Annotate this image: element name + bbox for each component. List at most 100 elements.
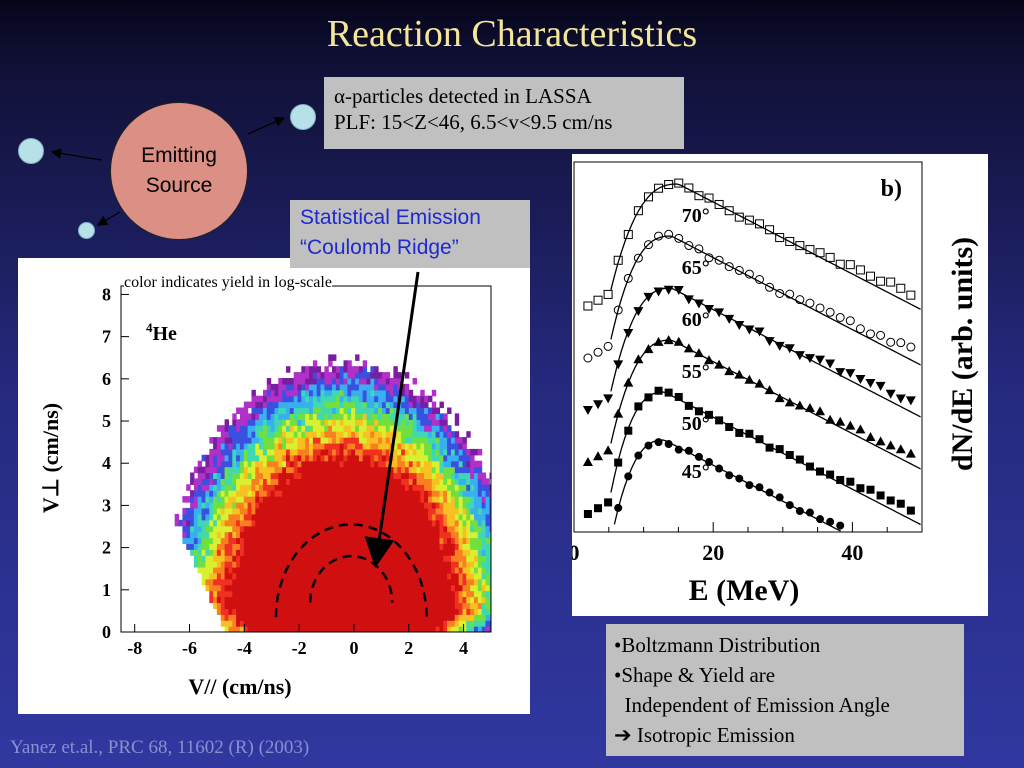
heatmap-cell xyxy=(251,567,256,574)
heatmap-cell xyxy=(259,460,264,468)
data-point xyxy=(725,471,734,480)
heatmap-cell xyxy=(186,537,191,544)
heatmap-cell xyxy=(309,543,314,550)
heatmap-cell xyxy=(197,466,203,474)
heatmap-cell xyxy=(335,513,341,521)
heatmap-cell xyxy=(431,507,437,515)
heatmap-cell xyxy=(228,543,233,550)
heatmap-cell xyxy=(232,507,237,515)
heatmap-cell xyxy=(305,496,310,503)
heatmap-cell xyxy=(332,478,337,485)
heatmap-cell xyxy=(339,507,345,515)
heatmap-cell xyxy=(416,443,421,450)
heatmap-cell xyxy=(286,549,291,556)
heatmap-cell xyxy=(477,590,483,598)
heatmap-cell xyxy=(220,466,226,474)
emitter-label-line1: Emitting xyxy=(141,144,217,167)
heatmap-cell xyxy=(232,448,237,456)
heatmap-cell xyxy=(286,567,291,574)
heatmap-cell xyxy=(286,561,291,568)
heatmap-cell xyxy=(374,443,379,450)
heatmap-cell xyxy=(205,549,210,556)
heatmap-cell xyxy=(332,448,337,456)
heatmap-cell xyxy=(297,578,302,586)
heatmap-cell xyxy=(470,513,475,521)
heatmap-cell xyxy=(443,425,448,432)
heatmap-cell xyxy=(389,525,394,533)
heatmap-cell xyxy=(477,507,483,515)
heatmap-cell xyxy=(408,626,414,632)
heatmap-cell xyxy=(470,602,475,609)
heatmap-cell xyxy=(347,478,352,485)
heatmap-cell xyxy=(324,413,329,420)
heatmap-cell xyxy=(358,389,364,397)
heatmap-cell xyxy=(216,584,222,592)
heatmap-cell xyxy=(431,620,437,627)
heatmap-cell xyxy=(466,608,471,615)
heatmap-cell xyxy=(197,490,203,497)
heatmap-cell xyxy=(477,567,483,574)
heatmap-cell xyxy=(343,372,348,379)
heatmap-cell xyxy=(297,372,302,379)
heatmap-cell xyxy=(428,614,433,621)
heatmap-cell xyxy=(278,572,283,580)
heatmap-cell xyxy=(251,502,256,509)
heatmap-cell xyxy=(201,484,206,491)
heatmap-cell xyxy=(282,478,287,485)
heatmap-cell xyxy=(286,431,291,438)
heatmap-cell xyxy=(289,513,295,521)
heatmap-cell xyxy=(259,537,264,544)
heatmap-cell xyxy=(220,578,226,586)
heatmap-cell xyxy=(466,531,471,539)
heatmap-cell xyxy=(278,555,283,562)
heatmap-cell xyxy=(239,472,245,479)
data-point xyxy=(775,233,785,243)
heatmap-cell xyxy=(247,513,252,521)
heatmap-cell xyxy=(431,496,437,503)
data-point xyxy=(825,307,835,317)
heatmap-cell xyxy=(274,507,279,515)
heatmap-cell xyxy=(282,578,287,586)
heatmap-cell xyxy=(443,584,448,592)
heatmap-cell xyxy=(408,561,414,568)
heatmap-cell xyxy=(420,590,425,598)
heatmap-cell xyxy=(286,378,291,385)
heatmap-cell xyxy=(266,507,272,515)
heatmap-cell xyxy=(209,584,214,592)
heatmap-cell xyxy=(485,584,490,592)
data-point xyxy=(875,381,886,391)
heatmap-cell xyxy=(458,543,464,550)
heatmap-cell xyxy=(243,466,249,474)
heatmap-cell xyxy=(428,572,433,580)
heatmap-cell xyxy=(324,567,329,574)
heatmap-cell xyxy=(347,466,352,474)
heatmap-cell xyxy=(220,572,226,580)
heatmap-cell xyxy=(293,531,299,539)
heatmap-cell xyxy=(301,372,306,379)
heatmap-cell xyxy=(251,596,256,604)
data-point xyxy=(825,359,836,369)
heatmap-cell xyxy=(224,614,229,621)
heatmap-cell xyxy=(324,460,329,468)
heatmap-cell xyxy=(374,519,379,527)
heatmap-cell xyxy=(485,502,490,509)
heatmap-cell xyxy=(412,448,417,456)
energy-spectra-chart: 70°65°60°55°50°45° 0 20 40 b) E (MeV) dN/d… xyxy=(569,161,979,607)
heatmap-cell xyxy=(489,561,491,568)
heatmap-cell xyxy=(389,383,394,391)
heatmap-cell xyxy=(351,519,356,527)
heatmap-cell xyxy=(393,502,398,509)
heatmap-cell xyxy=(401,484,406,491)
heatmap-cell xyxy=(451,472,456,479)
data-point xyxy=(906,342,916,352)
heatmap-cell xyxy=(428,555,433,562)
heatmap-cell xyxy=(239,448,245,456)
heatmap-cell xyxy=(274,484,279,491)
heatmap-cell xyxy=(393,614,398,621)
heatmap-cell xyxy=(439,448,444,456)
heatmap-cell xyxy=(243,578,249,586)
heatmap-cell xyxy=(289,484,295,491)
heatmap-cell xyxy=(324,507,329,515)
heatmap-cell xyxy=(263,496,268,503)
heatmap-cell xyxy=(305,608,310,615)
